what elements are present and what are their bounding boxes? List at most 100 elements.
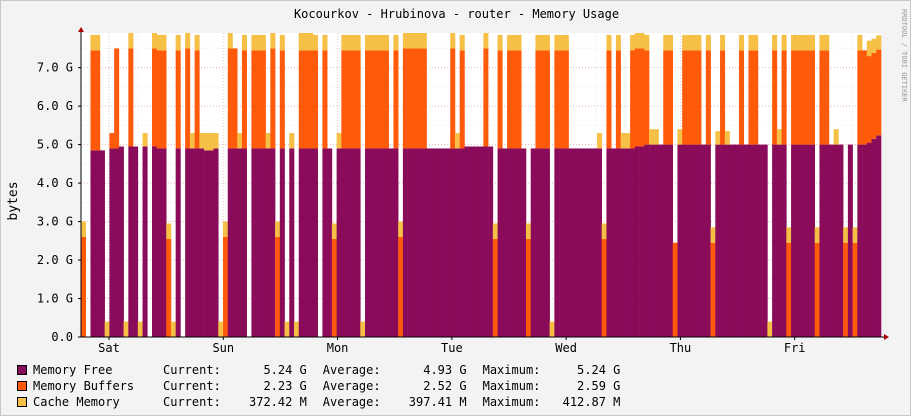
bar-buffers [223,236,229,337]
bar-cache [682,34,688,51]
bar-free [800,144,806,337]
bar-buffers [876,49,882,136]
bar-free [388,148,394,337]
bar-buffers [663,50,669,145]
bar-buffers [412,48,418,149]
bar-free [322,148,328,337]
bar-free [478,146,484,337]
bar-cache [459,34,465,51]
bar-buffers [369,50,375,149]
bar-cache [535,34,541,51]
bar-buffers [507,50,513,149]
bar-cache [781,34,787,51]
bar-buffers [516,50,522,149]
bar-cache [805,34,811,51]
bar-cache [166,223,172,239]
bar-buffers [365,50,371,149]
bar-free [578,148,584,337]
bar-buffers [814,242,820,337]
bar-free [682,144,688,337]
bar-free [161,148,167,337]
average-label: Average: [322,395,381,409]
bar-buffers [251,50,257,149]
bar-buffers [232,48,238,149]
bar-cache [696,34,702,51]
bar-buffers [322,50,328,149]
bar-free [738,144,745,337]
bar-cache [843,227,849,243]
bar-cache [279,34,285,51]
bar-cache [81,221,87,237]
bar-buffers [260,50,266,149]
bar-free [824,144,830,337]
bar-free [606,148,612,337]
x-tick-labels: Sat Sun Mon Tue Wed Thu Fri [98,337,806,355]
bar-free [436,148,442,337]
bar-free [440,148,446,337]
bar-cache [213,133,219,149]
bar-cache [393,34,399,51]
bar-buffers [857,50,863,145]
bar-cache [833,129,839,145]
bar-cache [204,133,210,151]
bar-free [540,148,546,337]
bar-free [639,146,645,337]
bar-free [857,144,863,337]
legend-label: Cache Memory [33,395,120,409]
bar-free [592,148,598,337]
bar-free [625,148,631,337]
bar-cache [369,34,375,51]
bar-buffers [355,50,361,149]
bar-cache [128,33,134,49]
bar-free [544,148,550,337]
bar-cache [563,34,569,51]
y-axis-arrow [78,27,84,32]
bar-buffers [256,50,262,149]
bar-free [762,144,768,337]
bar-buffers [497,50,503,149]
bar-buffers [843,242,849,337]
bar-cache [511,34,517,51]
legend-row-memory-buffers: Memory Buffers Current: 2.23 G Average: 2.52… [17,378,620,394]
bar-cache [634,33,640,49]
bar-free [819,144,825,337]
bar-free [464,146,470,337]
bar-cache [270,33,276,49]
maximum-value: 2.59 G [577,379,621,393]
bar-free [511,148,517,337]
bar-cache [308,33,314,51]
bar-cache [753,34,759,51]
bar-cache [223,221,229,237]
bar-cache [857,34,863,51]
bar-cache [256,34,262,51]
bar-free [862,144,868,337]
bar-buffers [156,50,162,149]
bar-free [379,148,385,337]
bar-cache [142,133,148,147]
bar-cache [852,227,858,243]
bar-cache [644,34,650,51]
bar-free [535,148,541,337]
bar-buffers [161,50,167,149]
bar-cache [710,227,716,243]
legend-swatch-cache [17,397,27,407]
bar-cache [454,133,460,149]
bar-cache [776,129,782,145]
bar-buffers [185,48,191,149]
bar-buffers [350,50,356,149]
average-label: Average: [322,379,381,393]
bar-cache [724,131,730,145]
bar-free [365,148,371,337]
bar-free [279,148,285,337]
bar-buffers [114,48,120,149]
bar-free [194,148,200,337]
bar-buffers [563,50,569,149]
bar-cache [549,321,555,337]
bar-cache [170,321,176,337]
y-tick-label: 2.0 G [37,253,73,267]
bar-buffers [152,48,158,147]
bar-cache [156,34,162,51]
bar-cache [331,223,337,239]
bar-cache [809,34,816,51]
